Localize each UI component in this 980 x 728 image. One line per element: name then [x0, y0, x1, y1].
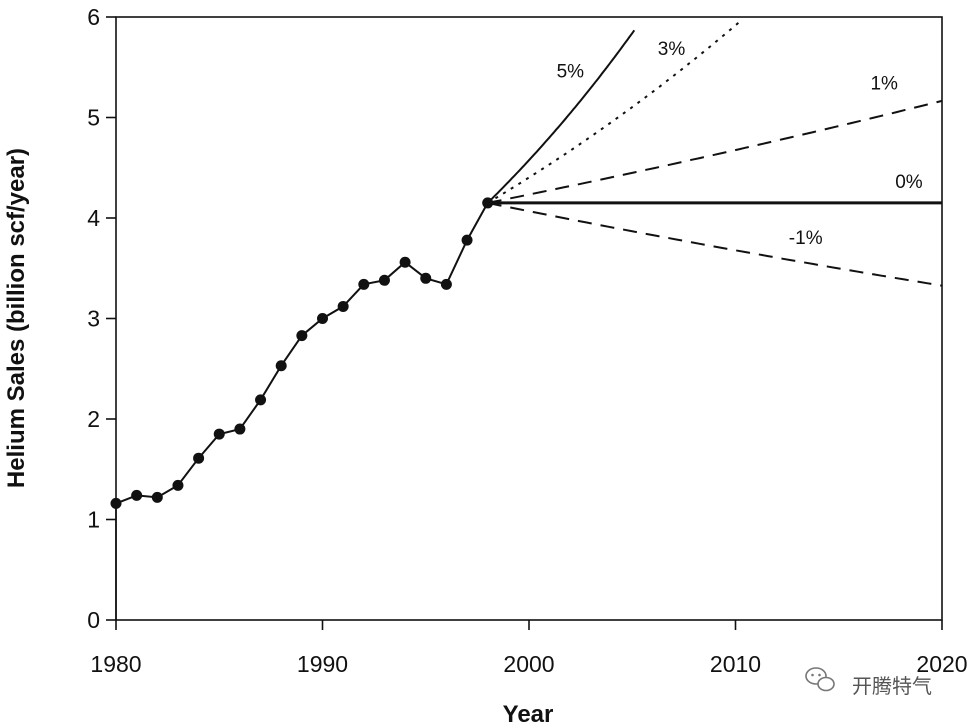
historical-point — [131, 489, 143, 501]
historical-point — [337, 300, 349, 312]
projection-label: 3% — [658, 39, 686, 60]
historical-point — [255, 394, 267, 406]
plot-border — [115, 16, 943, 621]
y-tick-label: 1 — [87, 507, 100, 533]
y-tick-label: 0 — [87, 607, 100, 633]
wechat-logo-icon — [805, 667, 835, 692]
historical-point — [420, 272, 432, 284]
projection-line — [487, 99, 943, 204]
projection-label: 5% — [557, 61, 585, 82]
historical-point — [213, 428, 225, 440]
projection-label: -1% — [789, 228, 823, 249]
watermark: 开腾特气 — [805, 667, 932, 698]
y-tick-label: 5 — [87, 105, 100, 131]
projection-line — [486, 29, 636, 204]
historical-point — [193, 452, 205, 464]
historical-point — [440, 278, 452, 290]
projection-line — [487, 201, 943, 287]
y-axis: 0 1 2 3 4 5 6 — [87, 4, 116, 633]
projection-label: 1% — [870, 73, 898, 94]
y-tick-label: 4 — [87, 205, 100, 231]
x-tick-label: 1990 — [297, 651, 348, 677]
y-tick-label: 2 — [87, 406, 100, 432]
projection-label: 0% — [895, 172, 923, 193]
historical-series — [110, 197, 494, 620]
projection-lines — [486, 21, 943, 287]
historical-point — [234, 423, 246, 435]
historical-point — [461, 234, 473, 246]
historical-point — [378, 274, 390, 286]
historical-line — [115, 202, 489, 505]
historical-point — [317, 313, 328, 324]
historical-point — [151, 491, 163, 503]
historical-point — [275, 360, 287, 372]
historical-point — [110, 497, 122, 509]
x-tick-label: 1980 — [90, 651, 141, 677]
y-tick-label: 3 — [87, 306, 100, 332]
y-tick-label: 6 — [87, 4, 100, 30]
historical-point — [358, 278, 370, 290]
historical-point — [399, 256, 411, 268]
plot-area — [115, 16, 943, 621]
x-axis: 1980 1990 2000 2010 2020 — [90, 620, 968, 677]
y-axis-title: Helium Sales (billion scf/year) — [3, 148, 30, 488]
x-tick-label: 2000 — [503, 651, 554, 677]
historical-point — [172, 479, 184, 491]
historical-point — [296, 330, 308, 342]
x-tick-label: 2020 — [916, 651, 967, 677]
projection-line — [487, 21, 741, 204]
historical-point — [482, 197, 494, 209]
x-axis-title: Year — [503, 701, 554, 728]
watermark-text: 开腾特气 — [852, 674, 932, 698]
x-tick-label: 2010 — [710, 651, 761, 677]
projection-labels: 5% 3% 1% 0% -1% — [557, 39, 923, 249]
